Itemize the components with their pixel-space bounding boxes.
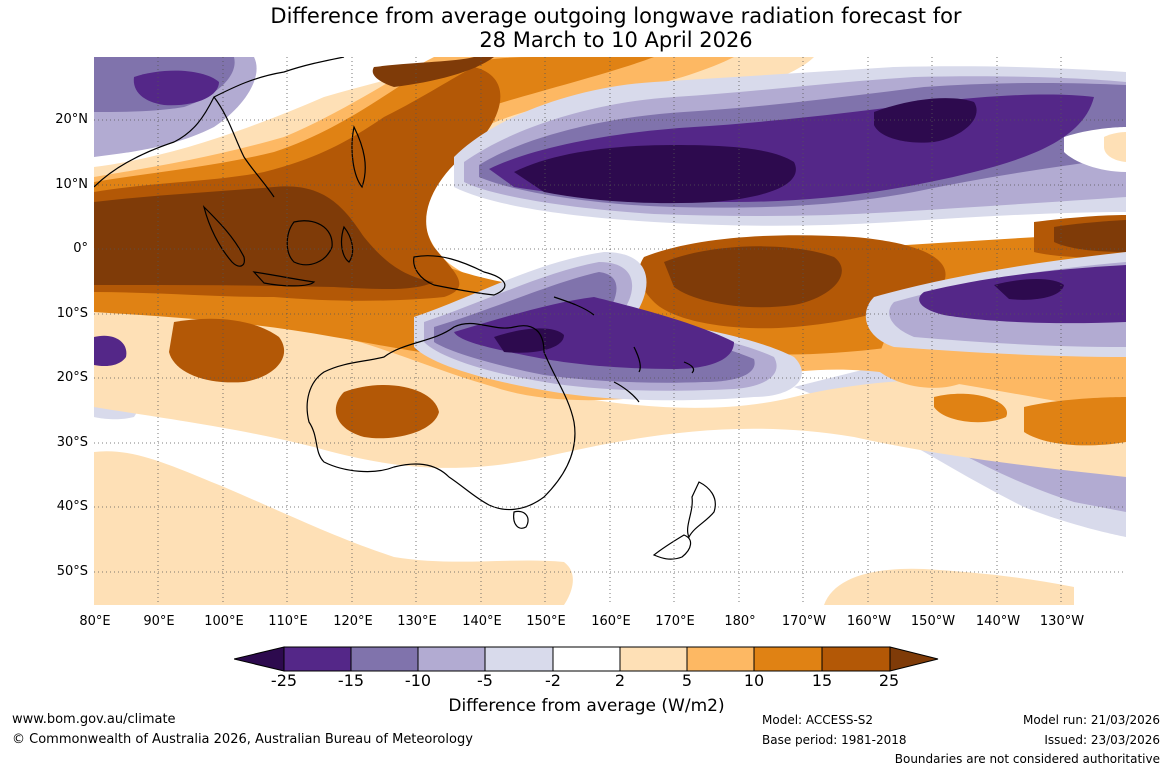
region-darkest-purple-south-band xyxy=(494,328,564,353)
model-run-date: Model run: 21/03/2026 xyxy=(1022,713,1160,727)
legend-title: Difference from average (W/m2) xyxy=(448,696,725,716)
title-line-2: 28 March to 10 April 2026 xyxy=(479,28,753,52)
region-darkest-purple-north xyxy=(514,145,796,204)
region-darkest-purple-hawaii xyxy=(874,98,977,143)
coastline-new-guinea xyxy=(413,255,506,296)
legend-colorbar xyxy=(233,646,939,672)
lon-label-130e: 130°E xyxy=(397,614,437,629)
coastline-sumatra xyxy=(202,205,245,267)
legend-tick--2: -2 xyxy=(545,671,561,690)
legend-tick--10: -10 xyxy=(404,671,432,690)
legend-tick-2: 2 xyxy=(614,671,626,690)
coastline-new-caledonia xyxy=(613,381,640,403)
lon-label-170w: 170°W xyxy=(781,614,827,629)
lon-label-80e: 80°E xyxy=(79,614,111,629)
legend-tick-25: 25 xyxy=(878,671,900,690)
lon-label-140e: 140°E xyxy=(462,614,502,629)
region-light-orange-south-east xyxy=(824,568,1074,605)
region-brown-australia-north xyxy=(169,318,285,383)
website-link[interactable]: www.bom.gov.au/climate xyxy=(12,712,176,727)
region-brown-australia-central xyxy=(335,384,439,439)
lon-label-100e: 100°E xyxy=(204,614,244,629)
legend-swatch-below--25 xyxy=(233,646,285,672)
region-dark-purple-northwest xyxy=(133,70,219,106)
coastline-tasmania xyxy=(513,510,529,529)
base-period: Base period: 1981-2018 xyxy=(762,733,907,747)
model-name: Model: ACCESS-S2 xyxy=(762,713,874,727)
legend-tick-15: 15 xyxy=(811,671,833,690)
coastline-asia-mainland xyxy=(94,57,345,198)
legend-swatch--15--10 xyxy=(350,646,419,672)
lon-label-110e: 110°E xyxy=(268,614,308,629)
lat-label-10n: 10°N xyxy=(55,177,88,192)
color-legend xyxy=(233,646,940,676)
region-dark-purple-west-edge xyxy=(94,335,127,367)
map-canvas xyxy=(94,57,1126,605)
issued-date: Issued: 23/03/2026 xyxy=(1044,733,1160,747)
lon-label-140w: 140°W xyxy=(975,614,1021,629)
legend-swatch--10--5 xyxy=(417,646,486,672)
region-darkest-brown-east xyxy=(1054,220,1126,252)
lat-label-30s: 30°S xyxy=(56,435,88,450)
region-darkest-brown-central xyxy=(664,246,842,308)
lat-label-20s: 20°S xyxy=(56,370,88,385)
legend-swatch-10-15 xyxy=(753,646,823,672)
legend-swatch--2-2 xyxy=(552,646,621,672)
region-orange-east-pacific xyxy=(874,341,979,388)
legend-tick-5: 5 xyxy=(681,671,693,690)
lon-label-160e: 160°E xyxy=(591,614,631,629)
lat-label-10s: 10°S xyxy=(56,306,88,321)
lon-label-150e: 150°E xyxy=(526,614,566,629)
lon-label-120e: 120°E xyxy=(333,614,373,629)
coastline-solomon-islands xyxy=(553,296,595,316)
copyright-text: © Commonwealth of Australia 2026, Austra… xyxy=(12,732,473,747)
boundaries-disclaimer: Boundaries are not considered authoritat… xyxy=(894,752,1160,766)
lon-label-130w: 130°W xyxy=(1039,614,1085,629)
legend-swatch-15-25 xyxy=(821,646,891,672)
lon-label-180: 180° xyxy=(724,614,756,629)
coastline-vanuatu-fiji xyxy=(633,346,695,374)
lon-label-170e: 170°E xyxy=(655,614,695,629)
legend-tick--25: -25 xyxy=(270,671,298,690)
lat-label-40s: 40°S xyxy=(56,499,88,514)
lat-label-20n: 20°N xyxy=(55,112,88,127)
legend-swatch-2-5 xyxy=(619,646,688,672)
region-darkest-purple-east-band xyxy=(994,279,1064,300)
region-light-orange-east-spot xyxy=(1104,132,1126,162)
legend-swatch--25--15 xyxy=(283,646,352,672)
coastline-java xyxy=(252,271,316,287)
region-light-orange-south-west xyxy=(94,451,573,605)
legend-tick--5: -5 xyxy=(477,671,493,690)
coastline-new-zealand-south xyxy=(652,534,692,560)
region-dark-orange-far-east xyxy=(1024,397,1126,446)
lon-label-90e: 90°E xyxy=(143,614,175,629)
legend-swatch-5-10 xyxy=(686,646,755,672)
legend-tick--15: -15 xyxy=(337,671,365,690)
legend-swatch--5--2 xyxy=(484,646,554,672)
lat-label-0: 0° xyxy=(73,241,88,256)
coastline-new-zealand-north xyxy=(687,481,716,539)
graticule xyxy=(94,57,1126,605)
region-dark-orange-east-pacific xyxy=(934,393,1008,423)
region-darkest-brown-west xyxy=(94,186,434,290)
legend-tick-10: 10 xyxy=(743,671,765,690)
title-line-1: Difference from average outgoing longwav… xyxy=(270,4,962,28)
coastline-sulawesi xyxy=(340,225,354,263)
lon-label-160w: 160°W xyxy=(846,614,892,629)
olr-anomaly-map xyxy=(94,57,1126,605)
lat-label-50s: 50°S xyxy=(56,564,88,579)
legend-swatch-above-25 xyxy=(889,646,939,672)
lon-label-150w: 150°W xyxy=(910,614,956,629)
map-title: Difference from average outgoing longwav… xyxy=(0,4,1173,52)
region-darkest-brown-north xyxy=(372,57,494,87)
